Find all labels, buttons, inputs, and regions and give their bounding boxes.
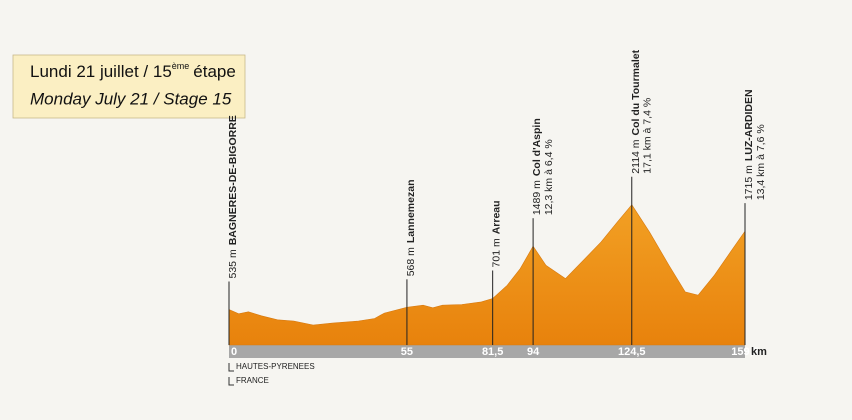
x-unit: km xyxy=(751,346,767,358)
waypoint-name: Lannemezan xyxy=(405,180,417,244)
climb-label: 13,4 km à 7,6 % xyxy=(755,124,767,200)
waypoint-label: 535 m BAGNERES-DE-BIGORRE xyxy=(227,115,239,278)
x-tick-label: 55 xyxy=(401,346,413,358)
waypoint-label: 701 m Arreau xyxy=(490,200,502,267)
chart-subtitle: Monday July 21 / Stage 15 xyxy=(30,89,232,108)
waypoint-name: BAGNERES-DE-BIGORRE xyxy=(227,115,239,245)
x-tick-label: 0 xyxy=(231,346,237,358)
waypoint-elevation: 568 m xyxy=(405,247,417,276)
x-tick-label: 159,5 xyxy=(731,346,759,358)
waypoint-elevation: 1489 m xyxy=(531,180,543,215)
title-superscript: ème xyxy=(172,61,190,71)
waypoint-name: Arreau xyxy=(490,200,502,234)
title-end: étape xyxy=(193,62,236,81)
chart-title: Lundi 21 juillet / 15ème étape xyxy=(30,61,236,81)
climb-label: 12,3 km à 6,4 % xyxy=(543,139,555,215)
region-label: FRANCE xyxy=(236,376,269,385)
region-brackets xyxy=(228,363,234,386)
waypoint-elevation: 1715 m xyxy=(743,165,755,200)
x-tick-label: 94 xyxy=(527,346,540,358)
title-text: Lundi 21 juillet / 15 xyxy=(30,62,172,81)
waypoint-label: 1715 m LUZ-ARDIDEN xyxy=(743,89,755,200)
waypoint-name: Col d'Aspin xyxy=(531,118,543,176)
waypoint-elevation: 701 m xyxy=(490,238,502,267)
waypoint-elevation: 2114 m xyxy=(630,139,642,173)
waypoint-elevation: 535 m xyxy=(227,249,239,278)
distance-bar xyxy=(229,345,745,358)
x-tick-label: 124,5 xyxy=(618,346,646,358)
waypoint-label: 568 m Lannemezan xyxy=(405,180,417,277)
waypoint-name: Col du Tourmalet xyxy=(630,49,642,135)
profile-area xyxy=(228,204,746,346)
waypoint-label: 1489 m Col d'Aspin xyxy=(531,118,543,215)
climb-label: 17,1 km à 7,4 % xyxy=(642,98,654,174)
waypoint-name: LUZ-ARDIDEN xyxy=(743,89,755,161)
region-label: HAUTES-PYRENEES xyxy=(236,362,315,371)
waypoint-label: 2114 m Col du Tourmalet xyxy=(630,49,642,173)
title-box xyxy=(12,54,246,119)
x-tick-label: 81,5 xyxy=(482,346,503,358)
